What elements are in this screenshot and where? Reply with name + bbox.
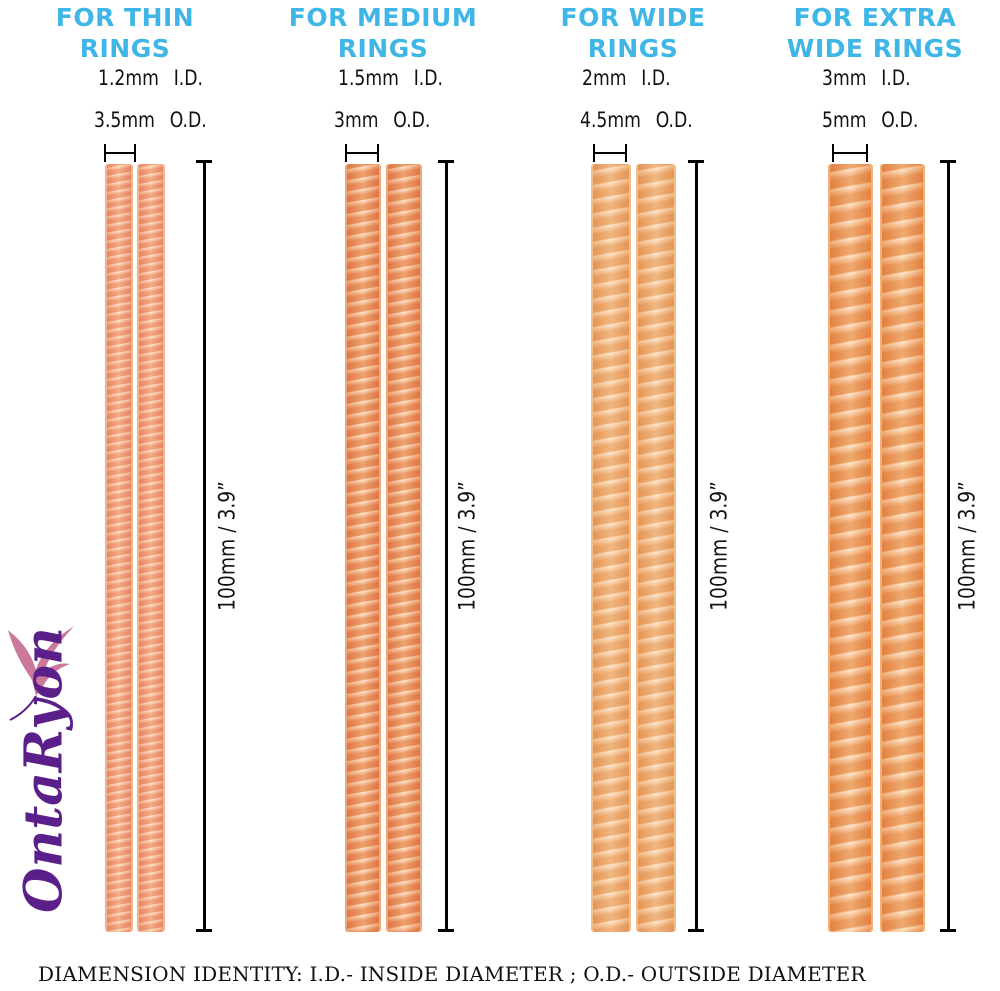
diameter-bracket xyxy=(104,144,136,162)
length-ruler xyxy=(196,160,212,932)
length-label: 100mm / 3.9” xyxy=(955,481,981,611)
spring xyxy=(828,164,873,932)
column-extra-wide: FOR EXTRA WIDE RINGS 3mm I.D. 5mm O.D. 100… xyxy=(750,0,1000,991)
brand-logo: OntaRyon xyxy=(0,610,80,930)
length-label: 100mm / 3.9” xyxy=(215,481,241,611)
length-ruler xyxy=(688,160,704,932)
spring xyxy=(636,164,676,932)
spring xyxy=(880,164,925,932)
column-title: FOR THIN RINGS xyxy=(55,3,195,63)
spring xyxy=(591,164,631,932)
outer-diameter: 4.5mm O.D. xyxy=(580,108,693,132)
brand-name: OntaRyon xyxy=(13,627,75,913)
diameter-bracket xyxy=(345,144,379,162)
footer-note: DIAMENSION IDENTITY: I.D.- INSIDE DIAMET… xyxy=(38,962,866,986)
hummingbird-icon xyxy=(8,626,74,721)
length-label: 100mm / 3.9” xyxy=(455,481,481,611)
outer-diameter: 5mm O.D. xyxy=(822,108,919,132)
length-label: 100mm / 3.9” xyxy=(707,481,733,611)
outer-diameter: 3mm O.D. xyxy=(334,108,431,132)
column-thin: FOR THIN RINGS 1.2mm I.D. 3.5mm O.D. 100mm… xyxy=(0,0,250,991)
spring xyxy=(386,164,422,932)
diameter-bracket xyxy=(593,144,627,162)
inner-diameter: 1.2mm I.D. xyxy=(98,66,203,90)
column-title: FOR WIDE RINGS xyxy=(560,3,706,63)
column-title: FOR EXTRA WIDE RINGS xyxy=(786,3,964,63)
column-wide: FOR WIDE RINGS 2mm I.D. 4.5mm O.D. 100mm /… xyxy=(508,0,758,991)
inner-diameter: 2mm I.D. xyxy=(582,66,671,90)
outer-diameter: 3.5mm O.D. xyxy=(94,108,207,132)
column-medium: FOR MEDIUM RINGS 1.5mm I.D. 3mm O.D. 100mm… xyxy=(258,0,508,991)
spring xyxy=(105,164,133,932)
spring xyxy=(345,164,381,932)
inner-diameter: 3mm I.D. xyxy=(822,66,911,90)
inner-diameter: 1.5mm I.D. xyxy=(338,66,443,90)
column-title: FOR MEDIUM RINGS xyxy=(288,3,478,63)
length-ruler xyxy=(940,160,956,932)
spring xyxy=(137,164,165,932)
diameter-bracket xyxy=(832,144,868,162)
length-ruler xyxy=(438,160,454,932)
